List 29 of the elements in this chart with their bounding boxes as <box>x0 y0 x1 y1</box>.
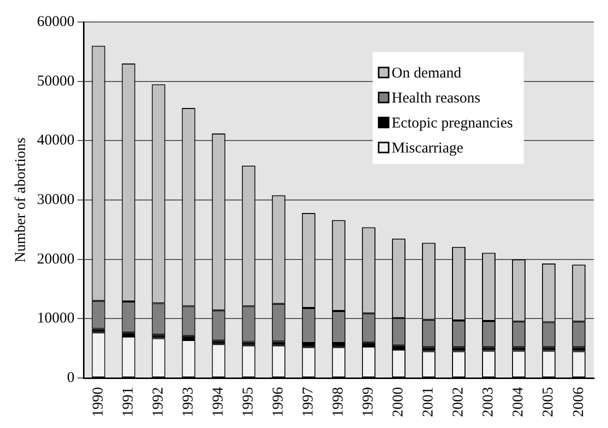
legend-label: Health reasons <box>392 90 481 106</box>
y-axis-title: Number of abortions <box>12 137 29 262</box>
legend-label: On demand <box>392 65 462 82</box>
y-tick-label: 0 <box>67 370 74 386</box>
y-tick-label: 60000 <box>37 14 74 30</box>
x-tick-label: 1996 <box>270 386 287 417</box>
x-tick-label: 1998 <box>330 387 347 417</box>
x-tick-label: 1992 <box>150 387 166 417</box>
x-tick-label: 2003 <box>480 387 497 417</box>
legend-label: Miscarriage <box>392 140 464 156</box>
x-tick-label: 1995 <box>240 387 257 417</box>
x-tick-label: 1991 <box>120 387 136 417</box>
x-tick-label: 2000 <box>390 387 407 417</box>
y-tick-label: 40000 <box>37 132 74 149</box>
y-tick-label: 20000 <box>37 251 74 268</box>
x-tick-label: 2001 <box>420 387 437 417</box>
x-tick-label: 1993 <box>180 387 197 417</box>
x-tick-label: 1994 <box>210 386 227 417</box>
y-tick-label: 30000 <box>37 192 74 208</box>
x-tick-label: 1997 <box>300 386 317 417</box>
y-tick-label: 50000 <box>37 73 74 90</box>
x-tick-label: 2006 <box>570 386 587 417</box>
x-tick-label: 2005 <box>540 387 557 417</box>
legend-label: Ectopic pregnancies <box>392 115 513 132</box>
x-tick-label: 2004 <box>510 386 527 417</box>
x-tick-label: 1990 <box>90 387 106 417</box>
x-tick-label: 2002 <box>450 387 467 417</box>
x-tick-label: 1999 <box>360 387 377 417</box>
y-tick-label: 10000 <box>37 310 74 327</box>
